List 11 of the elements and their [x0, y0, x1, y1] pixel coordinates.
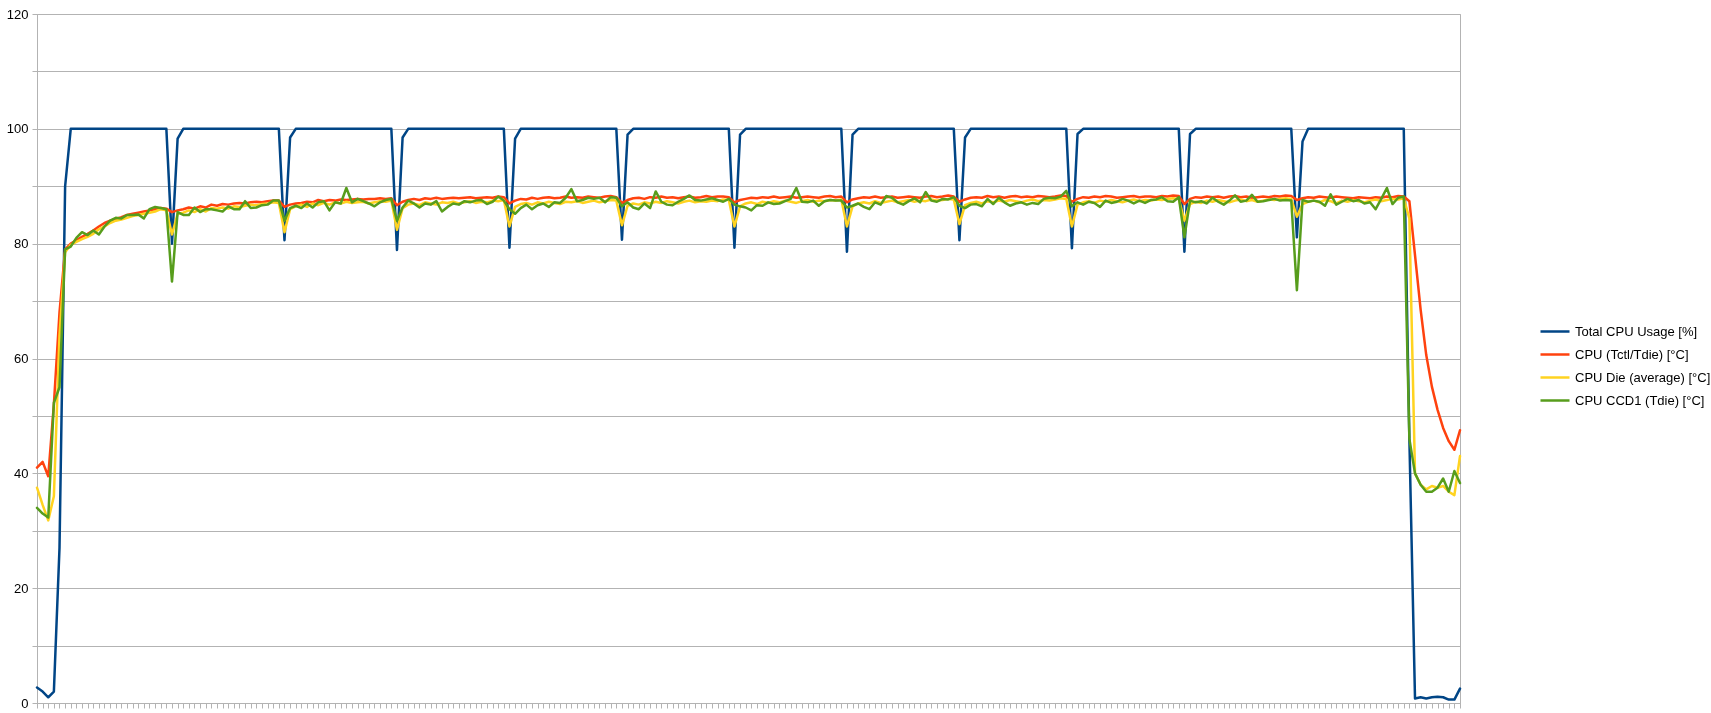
- y-tick-label: 120: [6, 6, 29, 22]
- y-tick-label: 60: [14, 351, 29, 366]
- legend-label: CPU Die (average) [°C]: [1575, 369, 1711, 385]
- legend-label: Total CPU Usage [%]: [1575, 323, 1698, 339]
- y-tick-label: 40: [14, 465, 29, 481]
- y-tick-label: 0: [21, 695, 29, 711]
- legend-label: CPU (Tctl/Tdie) [°C]: [1575, 346, 1689, 362]
- legend-label: CPU CCD1 (Tdie) [°C]: [1575, 392, 1705, 408]
- y-tick-label: 20: [14, 580, 29, 596]
- y-tick-label: 80: [14, 236, 29, 252]
- y-tick-label: 100: [6, 121, 29, 137]
